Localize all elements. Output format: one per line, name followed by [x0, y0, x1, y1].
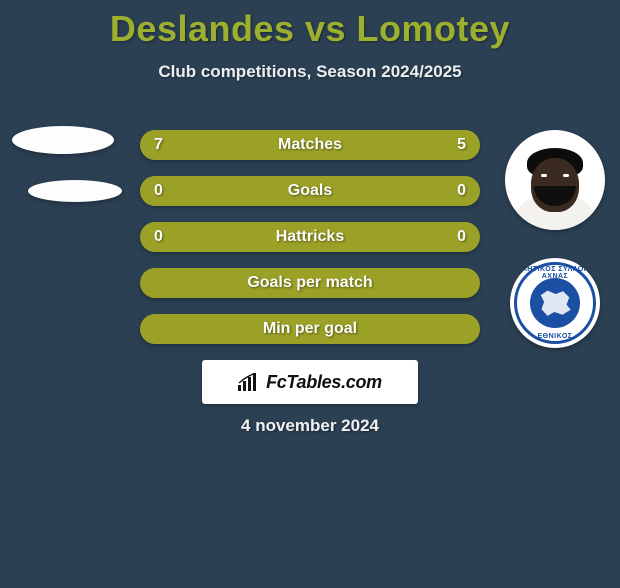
stat-bars: 7 Matches 5 0 Goals 0 0 Hattricks 0 Goal… [140, 130, 480, 344]
left-player-avatar-placeholder [12, 126, 114, 154]
subtitle: Club competitions, Season 2024/2025 [0, 62, 620, 82]
stat-right-value: 0 [457, 228, 466, 246]
brand-text: FcTables.com [266, 372, 382, 393]
stat-label: Goals [288, 182, 332, 200]
right-player-avatar [505, 130, 605, 230]
right-player-column: ΑΘΛΗΤΙΚΟΣ ΣΥΛΛΟΓΟΣ ΑΧΝΑΣ ΕΘΝΙΚΟΣ [500, 130, 610, 348]
right-club-badge: ΑΘΛΗΤΙΚΟΣ ΣΥΛΛΟΓΟΣ ΑΧΝΑΣ ΕΘΝΙΚΟΣ [510, 258, 600, 348]
stat-bar-goals-per-match: Goals per match [140, 268, 480, 298]
stat-right-value: 0 [457, 182, 466, 200]
stat-left-value: 0 [154, 182, 163, 200]
brand-box: FcTables.com [202, 360, 418, 404]
stat-bar-matches: 7 Matches 5 [140, 130, 480, 160]
left-club-badge-placeholder [28, 180, 122, 202]
left-player-column [10, 126, 120, 202]
stat-label: Matches [278, 136, 342, 154]
stat-label: Goals per match [247, 274, 372, 292]
stat-bar-hattricks: 0 Hattricks 0 [140, 222, 480, 252]
bar-chart-icon [238, 373, 260, 391]
stat-right-value: 5 [457, 136, 466, 154]
stat-left-value: 0 [154, 228, 163, 246]
page-title: Deslandes vs Lomotey [0, 8, 620, 50]
stat-bar-goals: 0 Goals 0 [140, 176, 480, 206]
stat-label: Hattricks [276, 228, 344, 246]
badge-bottom-text: ΕΘΝΙΚΟΣ [510, 333, 600, 340]
date-text: 4 november 2024 [241, 416, 379, 436]
stat-left-value: 7 [154, 136, 163, 154]
stat-bar-min-per-goal: Min per goal [140, 314, 480, 344]
stat-label: Min per goal [263, 320, 357, 338]
